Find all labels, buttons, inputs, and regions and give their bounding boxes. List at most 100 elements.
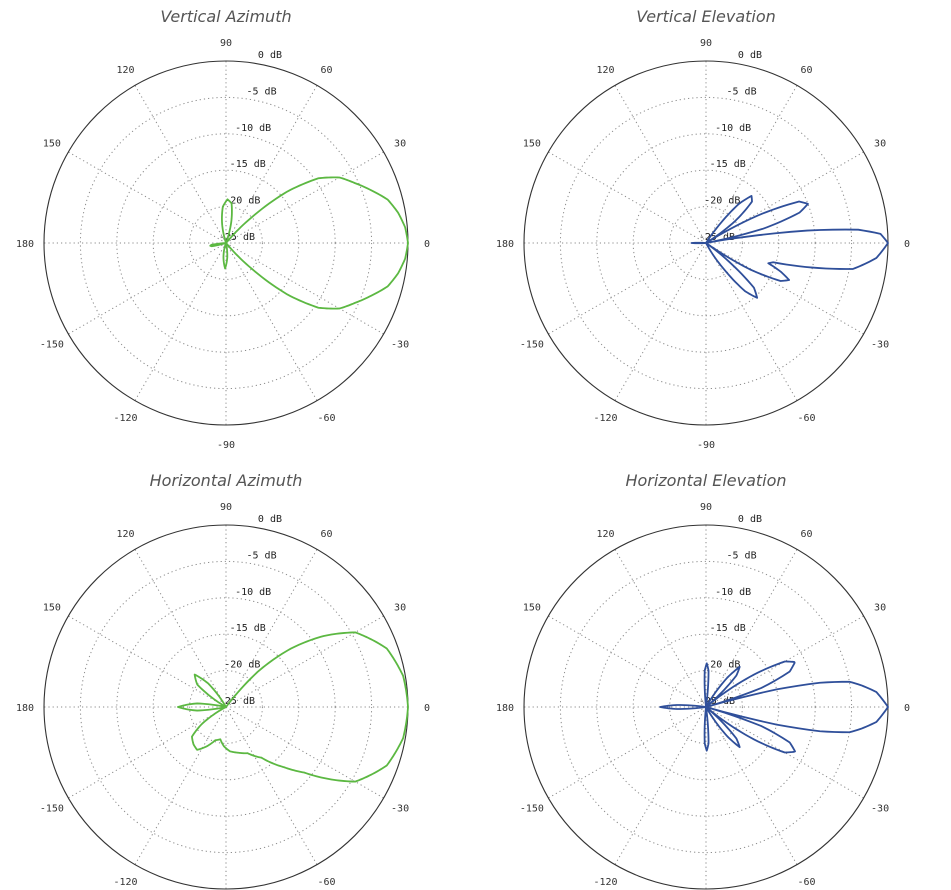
pattern-trace [209,176,409,310]
grid-spoke [68,151,227,244]
angle-tick-label: 150 [523,139,541,150]
pattern-trace [659,660,889,754]
angle-tick-label: 90 [700,502,712,513]
grid-spoke [225,85,318,244]
radial-tick-label: -10 dB [715,123,751,134]
angle-tick-label: 0 [904,239,910,250]
grid-spoke [614,242,707,401]
grid-spoke [705,549,798,708]
grid-spoke [705,615,864,708]
angle-tick-label: 150 [523,603,541,614]
radial-tick-label: -15 dB [710,159,746,170]
angle-tick-label: 30 [874,603,886,614]
radial-tick-label: -25 dB [699,696,735,707]
grid-ring [669,670,743,744]
grid-spoke [705,706,798,865]
angle-tick-label: 180 [16,703,34,714]
angle-tick-label: 120 [596,529,614,540]
grid-ring [189,670,263,744]
radial-tick-label: 0 dB [738,514,762,525]
radial-tick-label: 0 dB [258,50,282,61]
angle-tick-label: 0 [904,703,910,714]
angle-tick-label: 120 [116,65,134,76]
radial-tick-label: -5 dB [726,86,756,97]
angle-tick-label: -90 [217,440,235,451]
grid-spoke [614,706,707,865]
angle-tick-label: 30 [874,139,886,150]
grid-spoke [548,242,707,335]
grid-spoke [68,242,227,335]
grid-spoke [225,706,318,865]
radial-tick-label: -5 dB [246,86,276,97]
grid-spoke [614,549,707,708]
radial-tick-label: -10 dB [235,587,271,598]
grid-spoke [134,242,227,401]
radial-tick-label: -5 dB [246,550,276,561]
angle-tick-label: 60 [800,65,812,76]
grid-ring [596,133,816,353]
grid-spoke [705,242,864,335]
angle-tick-label: -30 [871,804,889,815]
grid-spoke [548,151,707,244]
angle-tick-label: 60 [800,529,812,540]
grid-ring [189,206,263,280]
grid-spoke [548,615,707,708]
chart-title: Vertical Elevation [636,7,776,26]
grid-spoke [134,706,227,865]
radial-tick-label: 0 dB [258,514,282,525]
angle-tick-label: -30 [391,340,409,351]
grid-spoke [548,706,707,799]
angle-tick-label: 180 [496,703,514,714]
angle-tick-label: -60 [797,877,815,888]
angle-tick-label: -90 [697,440,715,451]
grid-ring [632,169,780,317]
grid-spoke [225,549,318,708]
grid-ring [596,597,816,817]
grid-ring [79,560,373,854]
angle-tick-label: 120 [596,65,614,76]
grid-ring [79,96,373,390]
angle-tick-label: 90 [220,38,232,49]
angle-tick-label: -150 [40,804,64,815]
radial-tick-label: -20 dB [224,196,260,207]
pattern-trace [690,194,889,299]
angle-tick-label: -30 [391,804,409,815]
angle-tick-label: -120 [593,877,617,888]
radial-tick-label: -20 dB [704,196,740,207]
angle-tick-label: -60 [797,413,815,424]
grid-ring [152,169,300,317]
grid-spoke [68,706,227,799]
angle-tick-label: -30 [871,340,889,351]
radial-tick-label: -20 dB [224,660,260,671]
angle-tick-label: -120 [113,413,137,424]
radial-tick-label: 0 dB [738,50,762,61]
radial-tick-label: -15 dB [710,623,746,634]
radial-tick-label: -15 dB [230,623,266,634]
grid-ring [152,633,300,781]
grid-spoke [225,151,384,244]
grid-spoke [705,242,798,401]
polar-chart-2: Vertical Elevation 0 30 60 90 120 150 180 -150 -1… [496,7,910,451]
angle-tick-label: 180 [16,239,34,250]
grid-spoke [68,615,227,708]
radial-tick-label: -5 dB [726,550,756,561]
grid-spoke [225,706,384,799]
radial-tick-label: -25 dB [219,696,255,707]
angle-tick-label: -120 [113,877,137,888]
grid-spoke [134,549,227,708]
angle-tick-label: 0 [424,703,430,714]
grid-spoke [225,242,318,401]
angle-tick-label: -150 [40,340,64,351]
angle-tick-label: 30 [394,139,406,150]
chart-title: Vertical Azimuth [160,7,291,26]
chart-title: Horizontal Azimuth [150,471,303,490]
angle-tick-label: -60 [317,877,335,888]
radial-tick-label: -15 dB [230,159,266,170]
grid-spoke [705,706,864,799]
angle-tick-label: 30 [394,603,406,614]
grid-spoke [134,85,227,244]
angle-tick-label: 180 [496,239,514,250]
angle-tick-label: -120 [593,413,617,424]
radial-tick-label: -25 dB [699,232,735,243]
angle-tick-label: -60 [317,413,335,424]
